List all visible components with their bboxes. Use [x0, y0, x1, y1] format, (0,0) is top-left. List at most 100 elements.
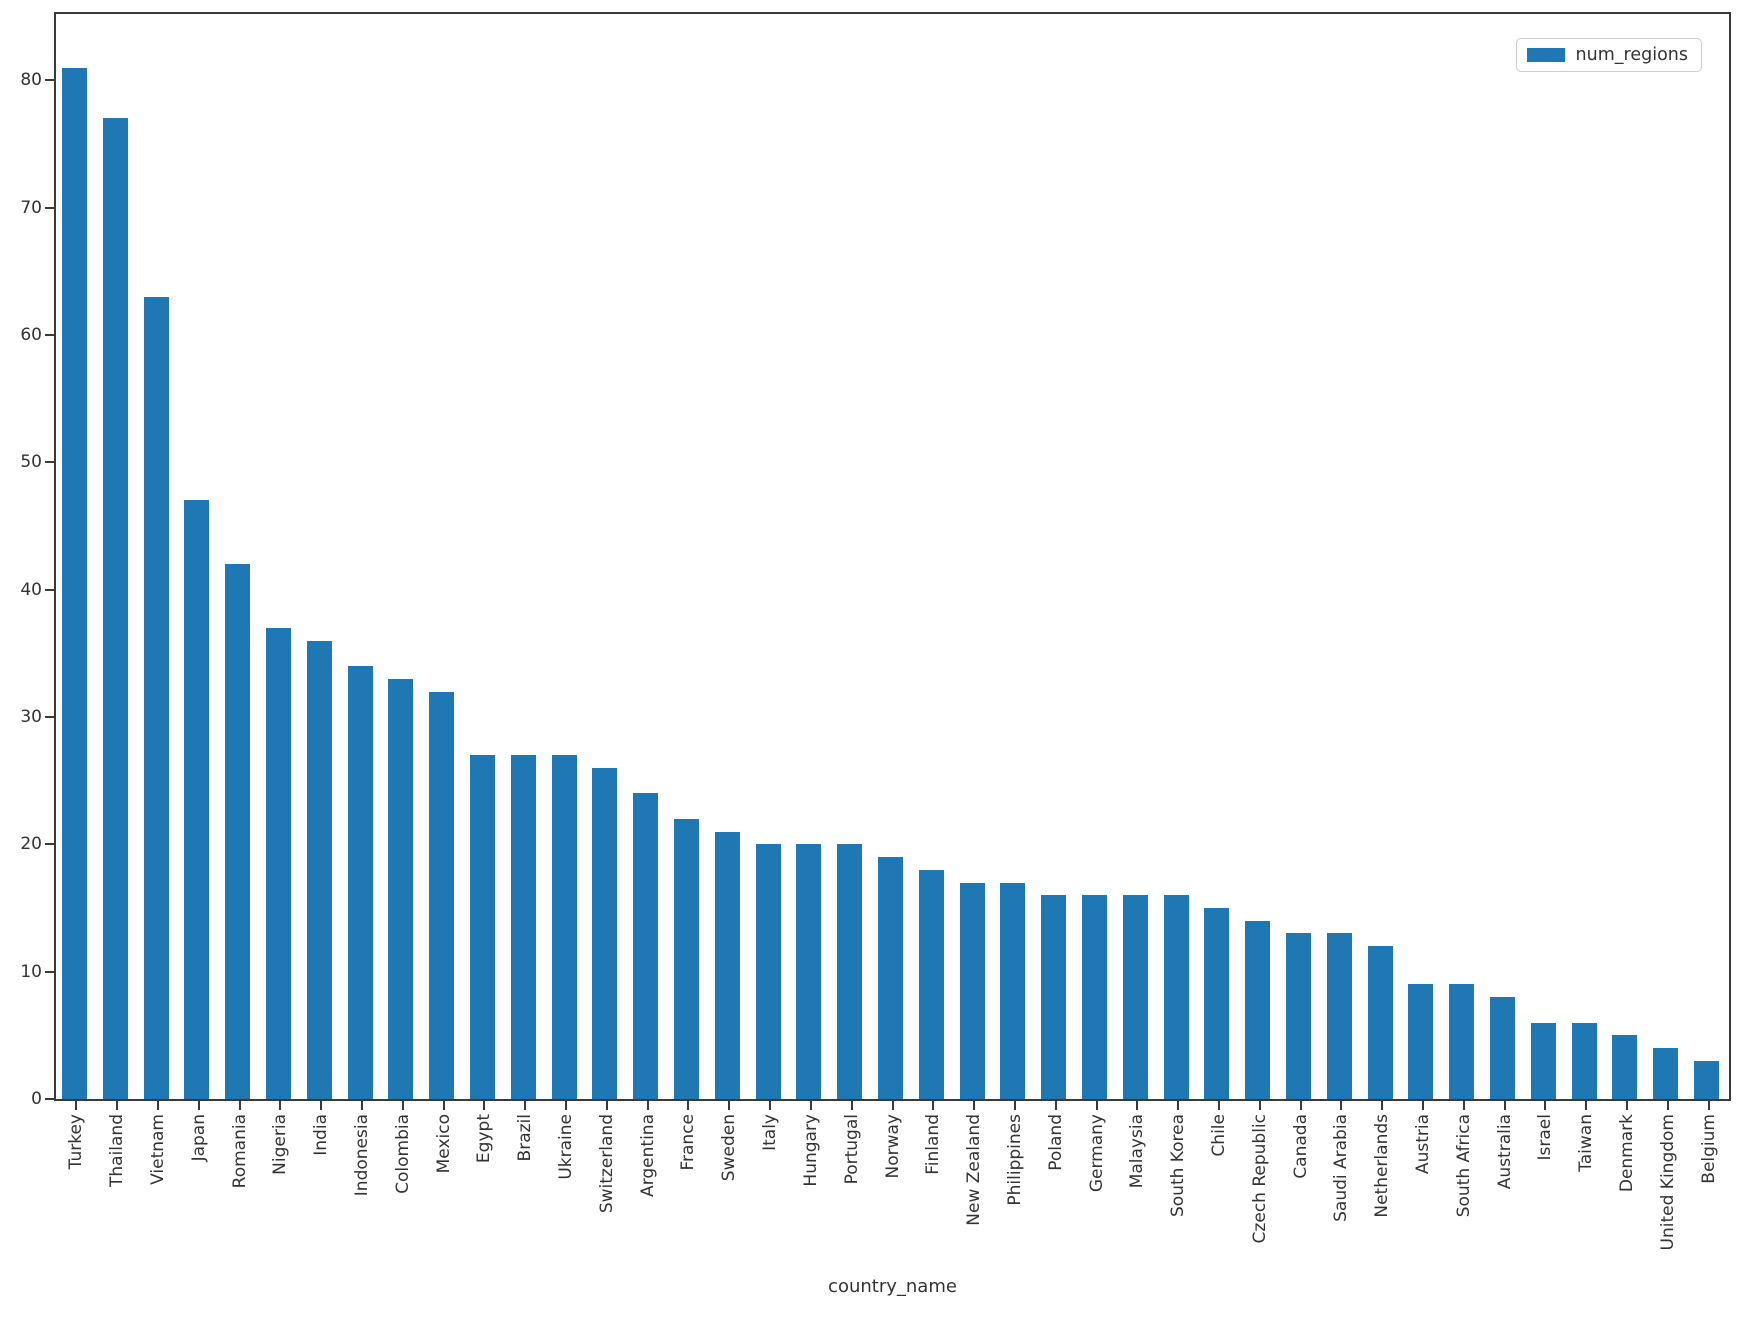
bar-romania — [225, 564, 251, 1099]
bar-chile — [1204, 907, 1230, 1099]
bar-taiwan — [1571, 1022, 1597, 1099]
x-tick-label-thailand: Thailand — [107, 1114, 128, 1188]
x-tick-mark — [1625, 1101, 1628, 1110]
x-tick-mark — [1177, 1101, 1180, 1110]
x-tick-label-canada: Canada — [1290, 1114, 1311, 1179]
bar-austria — [1408, 984, 1434, 1099]
x-tick-mark — [1585, 1101, 1588, 1110]
x-tick-mark — [1299, 1101, 1302, 1110]
bar-vietnam — [143, 296, 169, 1099]
x-tick-label-taiwan: Taiwan — [1576, 1114, 1597, 1172]
x-tick-mark — [769, 1101, 772, 1110]
x-tick-mark — [361, 1101, 364, 1110]
x-tick-mark — [116, 1101, 119, 1110]
x-tick-label-philippines: Philippines — [1004, 1114, 1025, 1206]
x-tick-mark — [524, 1101, 527, 1110]
bar-hungary — [796, 844, 822, 1099]
x-tick-mark — [565, 1101, 568, 1110]
x-tick-mark — [1136, 1101, 1139, 1110]
x-tick-mark — [1544, 1101, 1547, 1110]
legend-swatch-num-regions — [1526, 48, 1565, 62]
x-axis-title: country_name — [828, 1276, 957, 1297]
x-tick-mark — [320, 1101, 323, 1110]
bar-malaysia — [1122, 895, 1148, 1099]
bar-germany — [1082, 895, 1108, 1099]
x-tick-mark — [1013, 1101, 1016, 1110]
bar-nigeria — [265, 627, 291, 1099]
x-tick-mark — [279, 1101, 282, 1110]
x-tick-label-portugal: Portugal — [841, 1114, 862, 1185]
y-tick-mark — [45, 206, 54, 209]
bar-italy — [755, 844, 781, 1099]
legend-label-num-regions: num_regions — [1575, 45, 1688, 65]
x-tick-label-vietnam: Vietnam — [148, 1114, 168, 1185]
x-tick-label-chile: Chile — [1208, 1114, 1229, 1157]
x-tick-label-colombia: Colombia — [392, 1114, 413, 1194]
y-tick-mark — [45, 588, 54, 591]
bar-canada — [1286, 933, 1312, 1099]
x-tick-mark — [605, 1101, 608, 1110]
x-tick-mark — [932, 1101, 935, 1110]
bar-argentina — [633, 793, 659, 1099]
x-tick-mark — [442, 1101, 445, 1110]
bar-finland — [918, 869, 944, 1099]
bar-switzerland — [592, 767, 618, 1099]
x-tick-label-ukraine: Ukraine — [556, 1114, 577, 1180]
bar-brazil — [510, 755, 536, 1099]
x-tick-label-belgium: Belgium — [1698, 1114, 1719, 1184]
plot-area: num_regions — [54, 12, 1731, 1101]
x-tick-mark — [197, 1101, 200, 1110]
x-tick-label-australia: Australia — [1494, 1114, 1515, 1190]
bar-czech-republic — [1245, 920, 1271, 1099]
x-tick-label-czech-republic: Czech Republic — [1249, 1114, 1270, 1244]
x-tick-mark — [1258, 1101, 1261, 1110]
y-tick-label-80: 80 — [20, 70, 42, 91]
bar-india — [306, 640, 332, 1099]
x-tick-label-mexico: Mexico — [433, 1114, 454, 1174]
bar-portugal — [837, 844, 863, 1099]
x-tick-mark — [238, 1101, 241, 1110]
x-tick-label-saudi-arabia: Saudi Arabia — [1331, 1114, 1352, 1222]
x-tick-mark — [1340, 1101, 1343, 1110]
x-tick-label-indonesia: Indonesia — [352, 1114, 373, 1197]
y-tick-label-0: 0 — [31, 1089, 42, 1109]
x-tick-label-romania: Romania — [229, 1114, 250, 1189]
x-tick-mark — [401, 1101, 404, 1110]
x-tick-label-argentina: Argentina — [637, 1114, 658, 1197]
x-tick-label-nigeria: Nigeria — [270, 1114, 291, 1175]
x-tick-mark — [1666, 1101, 1669, 1110]
x-tick-mark — [1707, 1101, 1710, 1110]
x-tick-mark — [809, 1101, 812, 1110]
bar-thailand — [102, 118, 128, 1099]
y-tick-label-30: 30 — [20, 706, 42, 727]
y-tick-mark — [45, 970, 54, 973]
x-tick-label-turkey: Turkey — [66, 1114, 87, 1170]
bars-container — [56, 14, 1729, 1099]
x-tick-mark — [483, 1101, 486, 1110]
bar-sweden — [714, 831, 740, 1099]
bar-denmark — [1612, 1035, 1638, 1099]
bar-south-korea — [1163, 895, 1189, 1099]
x-tick-label-malaysia: Malaysia — [1127, 1114, 1148, 1189]
y-tick-label-50: 50 — [20, 452, 42, 473]
x-tick-mark — [1381, 1101, 1384, 1110]
x-tick-mark — [728, 1101, 731, 1110]
bar-norway — [878, 857, 903, 1099]
bar-poland — [1041, 895, 1067, 1099]
x-tick-label-united-kingdom: United Kingdom — [1657, 1114, 1678, 1251]
x-tick-mark — [1217, 1101, 1220, 1110]
y-tick-mark — [45, 79, 54, 82]
y-tick-label-70: 70 — [20, 197, 42, 218]
bar-united-kingdom — [1653, 1048, 1679, 1099]
x-tick-label-finland: Finland — [923, 1114, 944, 1175]
x-tick-mark — [891, 1101, 894, 1110]
x-tick-label-hungary: Hungary — [800, 1114, 821, 1187]
y-tick-label-40: 40 — [20, 579, 42, 600]
y-tick-label-60: 60 — [20, 324, 42, 345]
bar-colombia — [388, 678, 414, 1099]
bar-belgium — [1694, 1060, 1720, 1099]
x-tick-mark — [1421, 1101, 1424, 1110]
bar-egypt — [469, 755, 495, 1099]
x-tick-label-switzerland: Switzerland — [596, 1114, 617, 1214]
x-tick-mark — [75, 1101, 78, 1110]
